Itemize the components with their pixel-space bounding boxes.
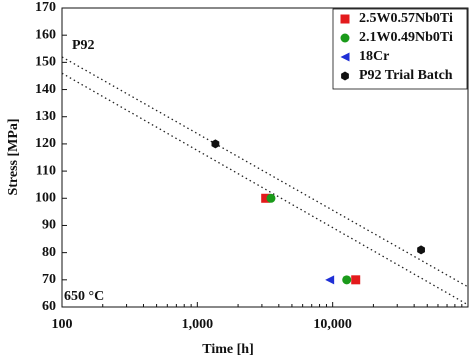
legend-marker xyxy=(340,52,350,62)
marker xyxy=(211,139,220,149)
marker xyxy=(325,275,335,285)
y-tick-label: 120 xyxy=(35,136,56,151)
y-tick-label: 80 xyxy=(42,245,56,260)
legend-marker xyxy=(340,33,350,43)
legend-box xyxy=(332,8,468,90)
legend-label: 2.5W0.57Nb0Ti xyxy=(359,11,453,26)
x-tick-label: 1,000 xyxy=(182,317,214,332)
y-tick-label: 170 xyxy=(35,0,56,15)
marker xyxy=(351,275,361,285)
marker xyxy=(261,193,271,203)
plot-frame xyxy=(61,7,469,308)
y-tick-label: 90 xyxy=(42,218,56,233)
guide-line xyxy=(61,56,469,288)
y-tick-label: 100 xyxy=(35,190,56,205)
x-axis-label: Time [h] xyxy=(202,342,253,357)
legend-marker xyxy=(340,14,350,24)
legend-marker xyxy=(341,71,349,81)
y-tick-label: 130 xyxy=(35,109,56,124)
x-tick-label: 100 xyxy=(52,317,73,332)
annotation: P92 xyxy=(72,38,95,53)
y-tick-label: 70 xyxy=(42,272,56,287)
y-tick-label: 140 xyxy=(35,82,56,97)
guide-line xyxy=(61,72,469,306)
y-tick-label: 160 xyxy=(35,27,56,42)
marker xyxy=(266,193,276,203)
y-tick-label: 60 xyxy=(42,299,56,314)
annotation: 650 °C xyxy=(64,289,104,304)
legend-label: P92 Trial Batch xyxy=(359,68,453,83)
y-tick-label: 110 xyxy=(36,163,56,178)
y-tick-label: 150 xyxy=(35,55,56,70)
y-axis-label: Stress [MPa] xyxy=(6,118,21,195)
x-tick-label: 10,000 xyxy=(313,317,352,332)
marker xyxy=(342,275,352,285)
legend-label: 2.1W0.49Nb0Ti xyxy=(359,30,453,45)
marker xyxy=(417,245,425,255)
legend-label: 18Cr xyxy=(359,49,389,64)
